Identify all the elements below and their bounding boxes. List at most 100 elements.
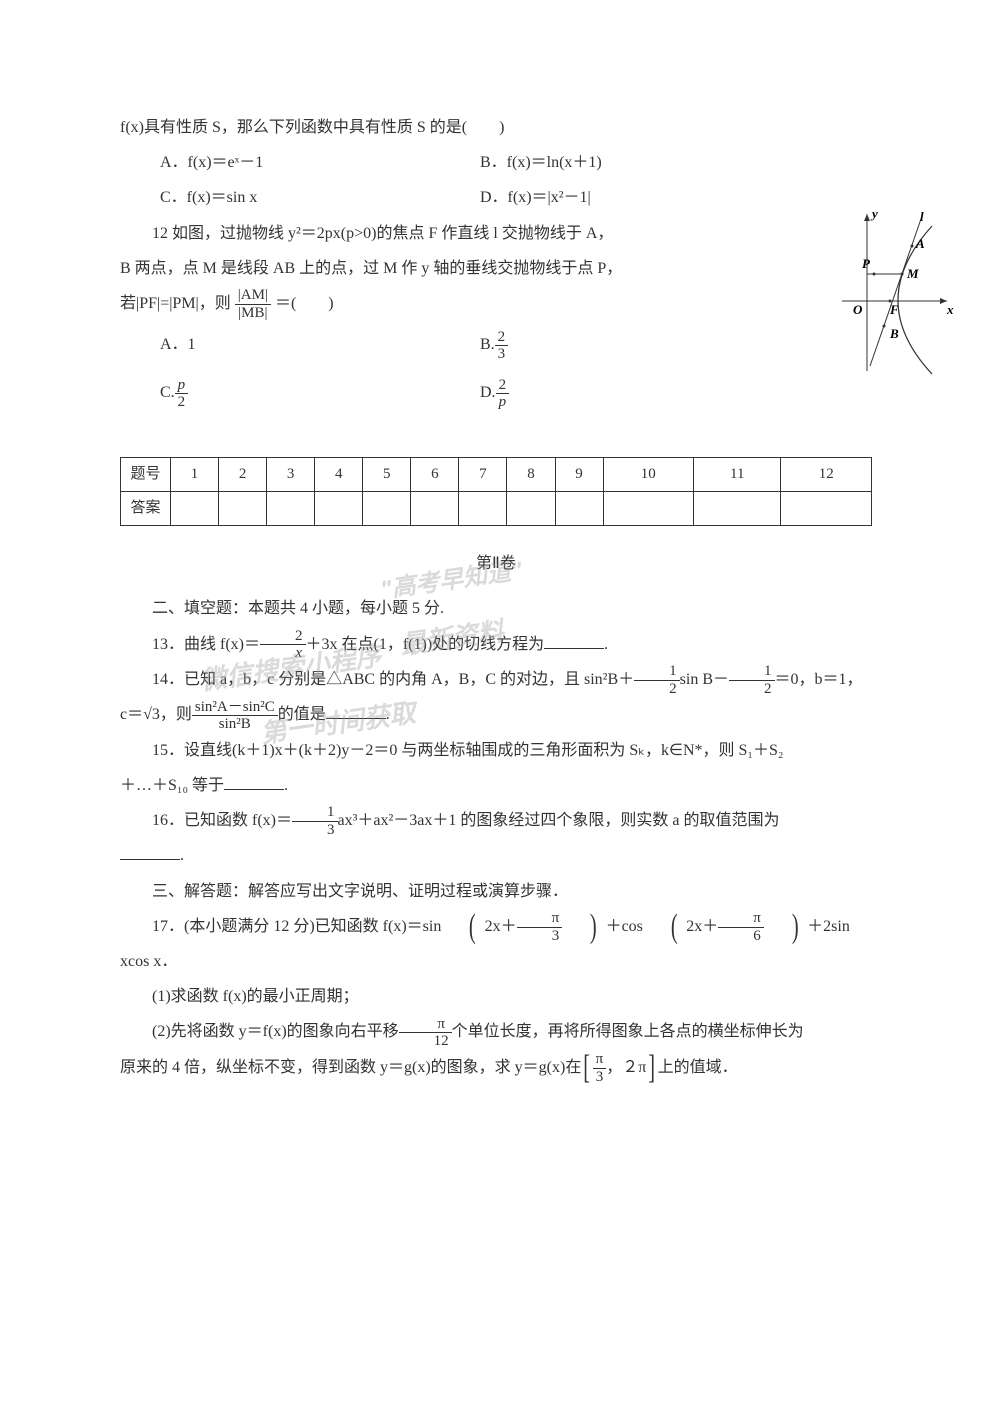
fig-label-F: F [889,302,899,317]
table-col-5: 5 [363,458,411,492]
q16-den: 3 [292,822,338,839]
q17-part2-line1: (2)先将函数 y＝f(x)的图象向右平移π12个单位长度，再将所得图象上各点的… [120,1014,872,1049]
q17-p2-num: π [399,1016,452,1034]
q12-line3-prefix: 若|PF|=|PM|，则 [120,295,231,312]
q11-intro: f(x)具有性质 S，那么下列函数中具有性质 S 的是( ) [120,110,872,145]
q17-part2-line2: 原来的 4 倍，纵坐标不变，得到函数 y＝g(x)的图象，求 y＝g(x)在[π… [120,1050,872,1085]
q15-l2-prefix: ＋…＋S₁₀ 等于 [120,777,224,794]
fig-label-A: A [915,236,925,251]
q14-f2-den: 2 [729,681,775,698]
q16-blank [120,844,180,860]
q17-part1: (1)求函数 f(x)的最小正周期； [120,979,872,1014]
table-ans-5 [363,492,411,526]
q12-line3: 若|PF|=|PM|，则 |AM| |MB| ＝( ) [120,286,872,321]
q12-option-b: B.23 [480,321,872,369]
q14-bf-den: sin²B [192,716,278,733]
q14-f2-num: 1 [729,663,775,681]
fig-label-O: O [853,302,863,317]
q17-b3-den: 3 [593,1069,607,1086]
q14-bf-num: sin²A－sin²C [192,699,278,717]
table-col-7: 7 [459,458,507,492]
q17-b2-den: 6 [718,928,764,945]
table-ans-1 [171,492,219,526]
q12-optc-num: p [175,377,189,395]
q13-den: x [260,645,306,662]
q16-line1: 16．已知函数 f(x)＝13ax³＋ax²－3ax＋1 的图象经过四个象限，则… [120,803,872,838]
q17-b3-comma: ， [606,1059,622,1076]
table-col-2: 2 [219,458,267,492]
table-ans-4 [315,492,363,526]
q12-line3-suffix: ＝( ) [275,295,334,312]
q13-blank [544,633,604,649]
q14-mid1: sin B－ [680,671,729,688]
q16-line2: . [120,838,872,873]
table-col-4: 4 [315,458,363,492]
q12-option-c: C.p2 [160,369,480,417]
q15-line1: 15．设直线(k＋1)x＋(k＋2)y－2＝0 与两坐标轴围成的三角形面积为 S… [120,733,872,768]
table-ans-8 [507,492,555,526]
table-col-8: 8 [507,458,555,492]
section3-sub: 三、解答题：解答应写出文字说明、证明过程或演算步骤． [120,874,872,909]
q17-p2-suffix: 个单位长度，再将所得图象上各点的横坐标伸长为 [452,1023,804,1040]
table-col-11: 11 [694,458,781,492]
q14-f1-num: 1 [634,663,680,681]
q16-prefix: 16．已知函数 f(x)＝ [152,812,292,829]
q17-b1-prefix: 2x＋ [485,918,517,935]
q14-l2-prefix: c＝√3，则 [120,706,192,723]
table-col-1: 1 [171,458,219,492]
q14-line2: c＝√3，则sin²A－sin²Csin²B的值是. [120,697,872,732]
section2-sub: 二、填空题：本题共 4 小题，每小题 5 分. [120,591,872,626]
table-ans-10 [603,492,693,526]
q14-line1: 14．已知 a，b，c 分别是△ABC 的内角 A，B，C 的对边，且 sin²… [120,662,872,697]
q17-p2-prefix: (2)先将函数 y＝f(x)的图象向右平移 [152,1023,399,1040]
q13-mid: ＋3x 在点(1，f(1))处的切线方程为 [306,636,545,653]
table-ans-12 [781,492,872,526]
q12-frac-num: |AM| [235,287,271,305]
table-col-3: 3 [267,458,315,492]
table-col-6: 6 [411,458,459,492]
q16-num: 1 [292,804,338,822]
fig-label-l: l [920,209,924,224]
fig-label-P: P [862,256,871,271]
q17-b2-num: π [718,910,764,928]
parabola-figure: y l A P M O F x B [822,206,962,376]
q12-optb-prefix: B. [480,336,495,353]
q12-line2: B 两点，点 M 是线段 AB 上的点，过 M 作 y 轴的垂线交抛物线于点 P… [120,251,872,286]
q17-line1: 17．(本小题满分 12 分)已知函数 f(x)＝sin(2x＋π3)＋cos(… [120,909,872,980]
q12-optd-num: 2 [496,377,510,395]
table-col-12: 12 [781,458,872,492]
q13-prefix: 13．曲线 f(x)＝ [152,636,260,653]
q14-mid2: ＝0，b＝1， [775,671,863,688]
q12-frac-den: |MB| [235,305,271,322]
table-row2-label: 答案 [121,492,171,526]
fig-label-M: M [906,266,919,281]
section2-title: 第Ⅱ卷 [120,546,872,581]
answer-table: 题号 1 2 3 4 5 6 7 8 9 10 11 12 答案 [120,457,872,526]
fig-label-x: x [946,302,954,317]
table-col-9: 9 [555,458,603,492]
q15-blank [224,774,284,790]
q17-p2-den: 12 [399,1033,452,1050]
table-row1-label: 题号 [121,458,171,492]
q17-prefix: 17．(本小题满分 12 分)已知函数 f(x)＝sin [152,918,441,935]
q12-optc-den: 2 [175,394,189,411]
q11-option-d: D．f(x)＝|x²－1| [480,180,872,215]
table-ans-11 [694,492,781,526]
q11-option-a: A．f(x)＝eˣ－1 [160,145,480,180]
q12-optb-num: 2 [495,329,509,347]
q17-mid: ＋cos [606,918,643,935]
q16-line2-end: . [180,847,184,864]
q14-prefix: 14．已知 a，b，c 分别是△ABC 的内角 A，B，C 的对边，且 sin²… [152,671,634,688]
q17-b2-prefix: 2x＋ [686,918,718,935]
q14-l2-suffix: 的值是 [278,706,326,723]
q17-l3-prefix: 原来的 4 倍，纵坐标不变，得到函数 y＝g(x)的图象，求 y＝g(x)在 [120,1059,581,1076]
q14-blank [326,703,386,719]
table-ans-9 [555,492,603,526]
q15-line2: ＋…＋S₁₀ 等于. [120,768,872,803]
q12-optd-prefix: D. [480,384,496,401]
q16-suffix: ax³＋ax²－3ax＋1 的图象经过四个象限，则实数 a 的取值范围为 [338,812,780,829]
q12-option-a: A．1 [160,321,480,369]
q14-f1-den: 2 [634,681,680,698]
q12-optd-den: p [496,394,510,411]
q17-b3-num: π [593,1051,607,1069]
